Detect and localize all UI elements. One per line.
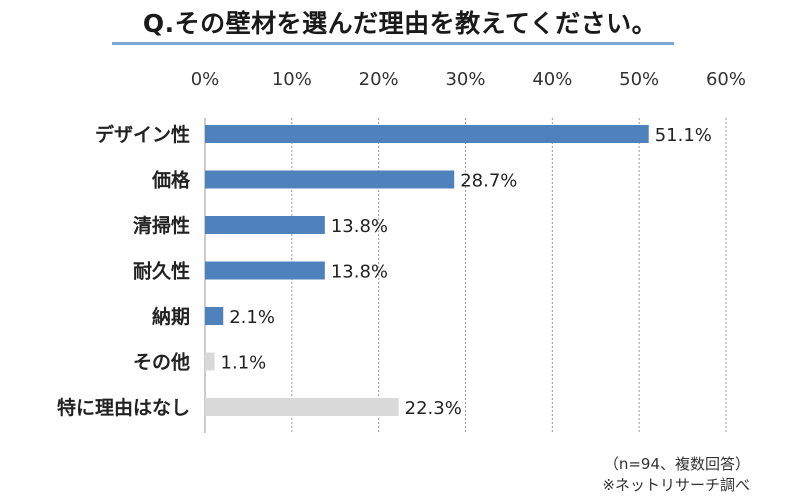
- bar: [205, 398, 399, 416]
- bar: [205, 307, 224, 325]
- x-tick-label: 0%: [191, 69, 220, 90]
- category-label: その他: [133, 351, 190, 374]
- data-label: 13.8%: [331, 216, 388, 237]
- x-tick-label: 60%: [706, 69, 746, 90]
- x-tick-label: 30%: [445, 69, 485, 90]
- bar: [205, 216, 325, 234]
- value-labels: 51.1% 28.7% 13.8% 13.8% 2.1% 1.1% 22.3%: [221, 125, 712, 419]
- category-label: 特に理由はなし: [57, 396, 190, 419]
- x-tick-label: 10%: [272, 69, 312, 90]
- x-tick-label: 20%: [359, 69, 399, 90]
- data-label: 51.1%: [655, 125, 712, 146]
- data-label: 13.8%: [331, 262, 388, 283]
- bar: [205, 352, 215, 371]
- category-label: 価格: [151, 169, 191, 192]
- source-note: ※ネットリサーチ調べ: [602, 476, 750, 494]
- category-label: 耐久性: [133, 260, 190, 283]
- category-label: 清掃性: [133, 214, 190, 237]
- data-label: 28.7%: [460, 171, 517, 192]
- chart-title: Q.その壁材を選んだ理由を教えてください。: [142, 9, 658, 38]
- data-label: 22.3%: [405, 398, 462, 419]
- bars: [205, 125, 649, 416]
- data-label: 2.1%: [229, 307, 275, 328]
- category-label: デザイン性: [95, 123, 190, 146]
- x-tick-label: 50%: [619, 69, 659, 90]
- x-tick-label: 40%: [532, 69, 572, 90]
- category-label: 納期: [152, 305, 190, 328]
- title-underline: [112, 42, 674, 45]
- bar: [205, 170, 455, 189]
- bar: [205, 261, 325, 280]
- bar: [205, 125, 649, 143]
- x-axis-ticks: 0% 10% 20% 30% 40% 50% 60%: [191, 69, 746, 90]
- sample-note: （n=94、複数回答）: [603, 455, 750, 473]
- data-label: 1.1%: [221, 353, 267, 374]
